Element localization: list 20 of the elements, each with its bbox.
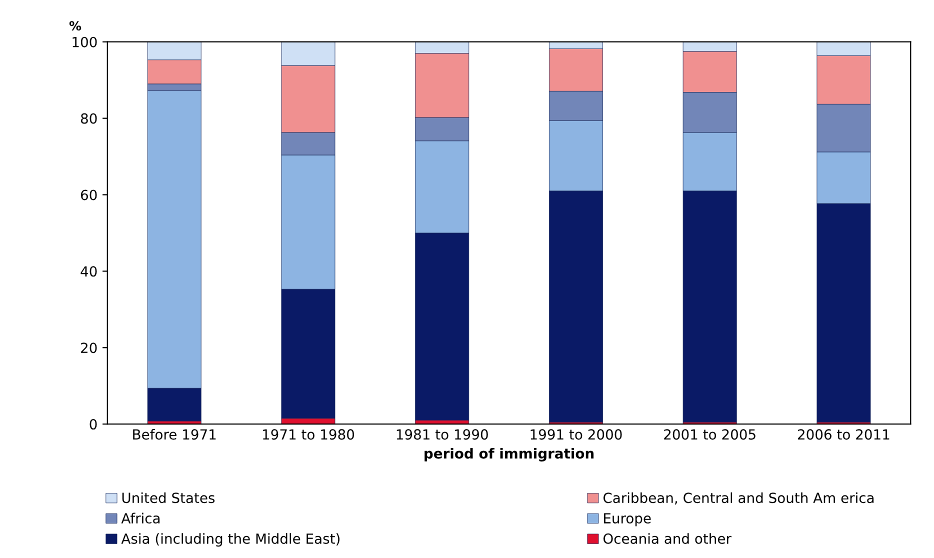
legend-label: Asia (including the Middle East)	[121, 533, 340, 547]
y-axis-title: %	[69, 21, 82, 31]
y-tick-label: 40	[80, 266, 97, 277]
y-tick-label: 100	[72, 36, 97, 48]
legend-label: Oceania and other	[603, 533, 732, 544]
y-tick-label: 60	[80, 190, 97, 200]
x-tick-label: Before 1971	[133, 428, 216, 440]
legend-label: Africa	[121, 512, 160, 524]
x-tick-label: 2006 to 2011	[798, 429, 890, 440]
y-tick-label: 0	[90, 419, 97, 430]
x-tick-label: 1981 to 1990	[396, 429, 488, 440]
x-tick-label: 1971 to 1980	[263, 429, 354, 440]
x-tick-label: 1991 to 2000	[530, 429, 622, 440]
legend-label: Caribbean, Central and South Am erica	[603, 492, 874, 505]
legend-label: United States	[122, 492, 215, 504]
y-tick-label: 80	[80, 113, 97, 124]
legend-label: Europe	[604, 513, 651, 526]
x-axis-title: period of immigration	[424, 448, 594, 462]
x-tick-label: 2001 to 2005	[664, 429, 756, 440]
y-tick-label: 20	[81, 342, 97, 354]
